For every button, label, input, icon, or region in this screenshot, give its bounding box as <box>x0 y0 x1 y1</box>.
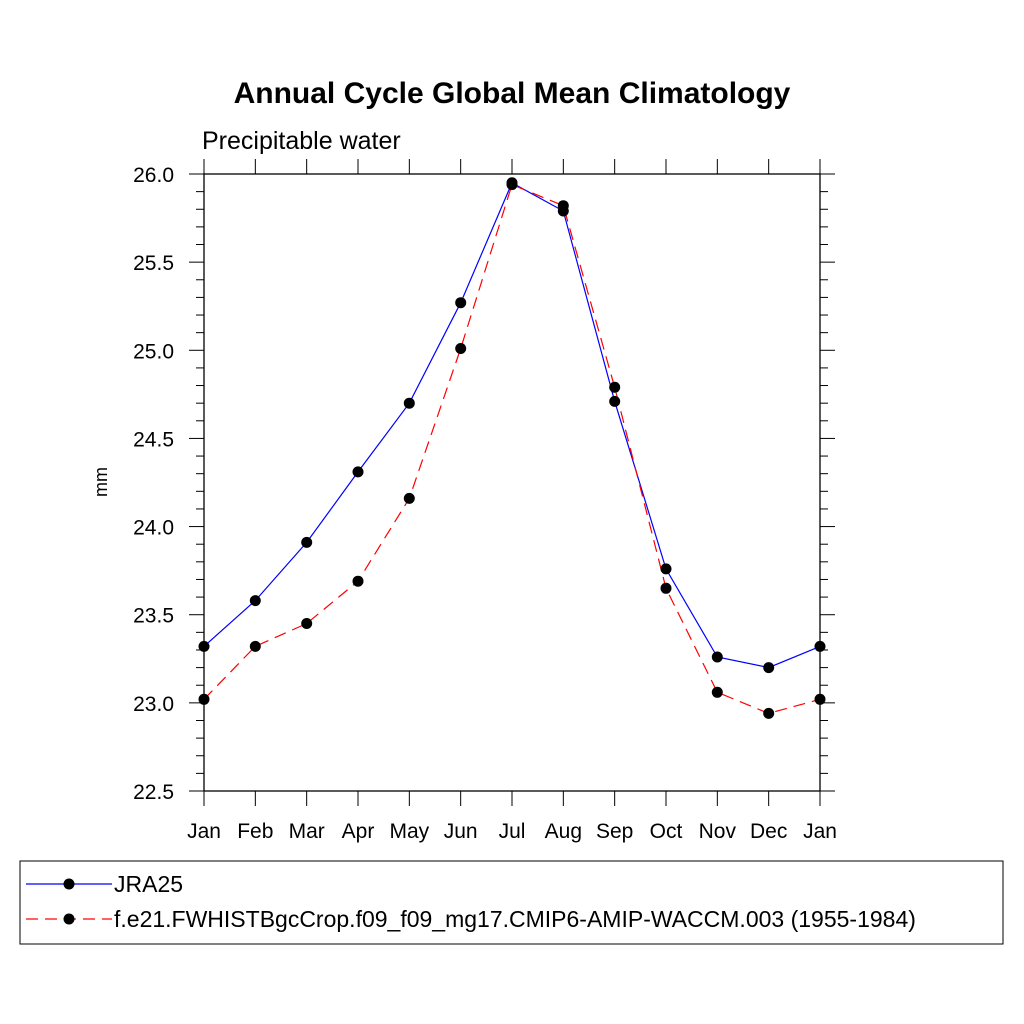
x-tick-label: Sep <box>596 820 633 843</box>
x-tick-label: Jun <box>444 820 478 843</box>
legend-box <box>19 860 1004 945</box>
y-tick-label: 25.5 <box>133 252 174 275</box>
series-0-point <box>711 651 723 663</box>
series-line-1 <box>203 183 821 715</box>
series-0-point <box>249 595 261 607</box>
legend-label-jra25: JRA25 <box>114 871 183 897</box>
series-1-point <box>506 179 518 191</box>
legend-marker-jra25 <box>63 878 75 890</box>
series-1-point <box>711 686 723 698</box>
y-tick-labels: 22.5 23.0 23.5 24.0 24.5 25.0 25.5 26.0 <box>133 164 174 804</box>
x-tick-labels: Jan Feb Mar Apr May Jun Jul Aug Sep Oct … <box>187 820 837 843</box>
y-tick-label: 26.0 <box>133 164 174 187</box>
x-tick-label: Jul <box>499 820 526 843</box>
chart-subtitle: Precipitable water <box>202 127 401 155</box>
axis-ticks <box>189 159 835 806</box>
series-1-point <box>352 575 364 587</box>
x-tick-label: Aug <box>545 820 582 843</box>
series-1-point <box>403 492 415 504</box>
x-tick-label: Jan <box>803 820 837 843</box>
series-0-point <box>301 536 313 548</box>
series-1-point <box>455 343 467 354</box>
y-tick-label: 22.5 <box>133 781 174 804</box>
x-tick-label: Oct <box>650 820 683 843</box>
y-axis-label: mm <box>91 467 111 497</box>
series-0-point <box>403 397 415 409</box>
x-tick-label: Dec <box>750 820 787 843</box>
x-tick-label: Jan <box>187 820 221 843</box>
series-1-point <box>763 707 775 719</box>
x-tick-label: May <box>389 820 429 843</box>
y-tick-label: 25.0 <box>133 340 174 363</box>
y-tick-label: 24.0 <box>133 517 174 540</box>
series-lines <box>203 181 821 715</box>
series-1-point <box>660 582 672 594</box>
series-1-point <box>557 200 569 212</box>
legend: JRA25 f.e21.FWHISTBgcCrop.f09_f09_mg17.C… <box>19 860 1004 945</box>
series-1-point <box>609 381 621 393</box>
series-0-point <box>609 395 621 407</box>
series-1-point <box>249 640 261 652</box>
series-line-0 <box>203 181 821 669</box>
x-tick-label: Apr <box>342 820 375 843</box>
chart-title: Annual Cycle Global Mean Climatology <box>234 77 791 110</box>
y-tick-label: 23.0 <box>133 693 174 716</box>
plot-frame <box>203 173 821 792</box>
legend-marker-waccm <box>63 913 75 925</box>
y-tick-label: 24.5 <box>133 428 174 451</box>
legend-label-waccm: f.e21.FWHISTBgcCrop.f09_f09_mg17.CMIP6-A… <box>114 906 916 932</box>
x-tick-label: Mar <box>289 820 325 843</box>
series-0-point <box>763 662 775 674</box>
series-1-point <box>301 618 313 629</box>
x-tick-label: Nov <box>699 820 737 843</box>
y-tick-label: 23.5 <box>133 605 174 628</box>
series-0-point <box>660 563 672 575</box>
series-0-point <box>455 297 467 309</box>
series-0-point <box>352 466 364 478</box>
x-tick-label: Feb <box>237 820 273 843</box>
series-markers <box>198 177 826 719</box>
